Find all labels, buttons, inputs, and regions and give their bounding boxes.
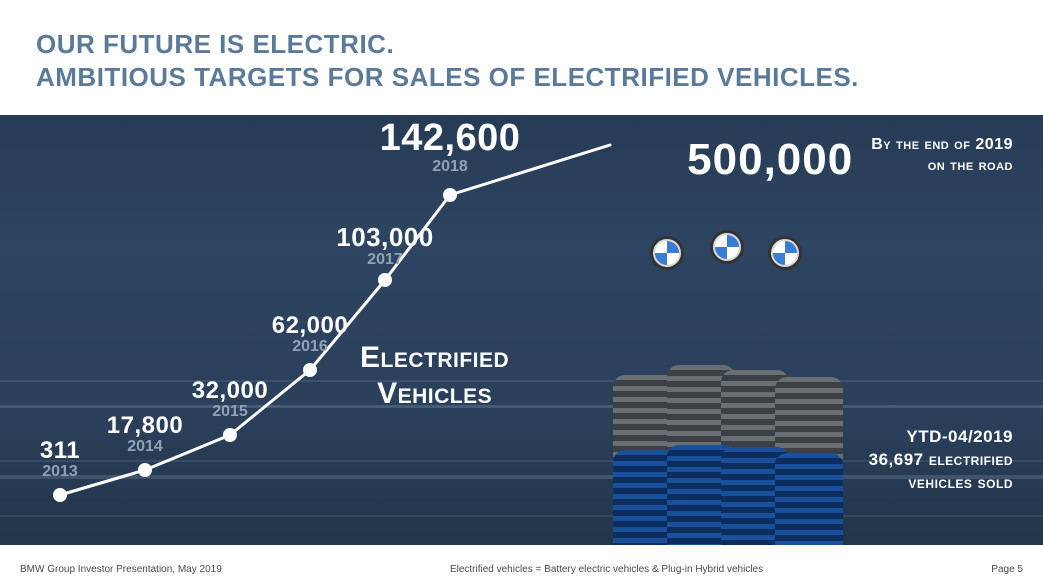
chart-marker xyxy=(223,428,237,442)
chart-marker xyxy=(303,363,317,377)
center-title-line-2: Vehicles xyxy=(377,377,492,410)
ytd-line-3: vehicles sold xyxy=(908,473,1013,492)
data-point-label: 142,6002018 xyxy=(380,117,521,176)
chart-marker xyxy=(53,488,67,502)
data-point-year: 2014 xyxy=(107,438,183,456)
title-line-2: AMBITIOUS TARGETS FOR SALES OF ELECTRIFI… xyxy=(36,62,859,92)
data-point-label: 3112013 xyxy=(40,437,80,481)
data-point-label: 103,0002017 xyxy=(336,222,433,269)
target-block: 500,000 By the end of 2019 on the road xyxy=(687,135,1013,185)
data-point-label: 32,0002015 xyxy=(192,377,268,421)
data-point-year: 2013 xyxy=(40,463,80,481)
data-point-value: 103,000 xyxy=(336,222,433,253)
footer-center: Electrified vehicles = Battery electric … xyxy=(222,564,992,575)
data-point-year: 2018 xyxy=(380,158,521,176)
target-value: 500,000 xyxy=(687,135,853,185)
slide-title: OUR FUTURE IS ELECTRIC. AMBITIOUS TARGET… xyxy=(36,28,1007,93)
data-point-year: 2016 xyxy=(272,338,348,356)
center-title-line-1: Electrified xyxy=(360,341,509,374)
data-point-value: 62,000 xyxy=(272,312,348,340)
footer-left: BMW Group Investor Presentation, May 201… xyxy=(20,564,222,575)
center-title: Electrified Vehicles xyxy=(360,340,509,412)
footer-right: Page 5 xyxy=(991,564,1023,575)
ytd-line-1: YTD-04/2019 xyxy=(906,427,1013,446)
data-point-value: 142,600 xyxy=(380,117,521,160)
data-point-label: 17,8002014 xyxy=(107,412,183,456)
ytd-line-2: 36,697 electrified xyxy=(869,450,1013,469)
target-sub-line-1: By the end of 2019 xyxy=(871,136,1013,153)
chart-marker xyxy=(443,188,457,202)
target-subtext: By the end of 2019 on the road xyxy=(871,135,1013,177)
data-point-year: 2015 xyxy=(192,403,268,421)
title-line-1: OUR FUTURE IS ELECTRIC. xyxy=(36,29,394,59)
chart-marker xyxy=(138,463,152,477)
data-point-value: 32,000 xyxy=(192,377,268,405)
chart-marker xyxy=(378,273,392,287)
data-point-label: 62,0002016 xyxy=(272,312,348,356)
data-point-year: 2017 xyxy=(336,251,433,269)
target-sub-line-2: on the road xyxy=(928,157,1013,174)
slide-footer: BMW Group Investor Presentation, May 201… xyxy=(0,554,1043,584)
data-point-value: 311 xyxy=(40,437,80,465)
data-point-value: 17,800 xyxy=(107,412,183,440)
ytd-block: YTD-04/2019 36,697 electrified vehicles … xyxy=(869,426,1013,495)
chart-panel: 311201317,800201432,000201562,0002016103… xyxy=(0,115,1043,545)
slide-header: OUR FUTURE IS ELECTRIC. AMBITIOUS TARGET… xyxy=(0,0,1043,115)
